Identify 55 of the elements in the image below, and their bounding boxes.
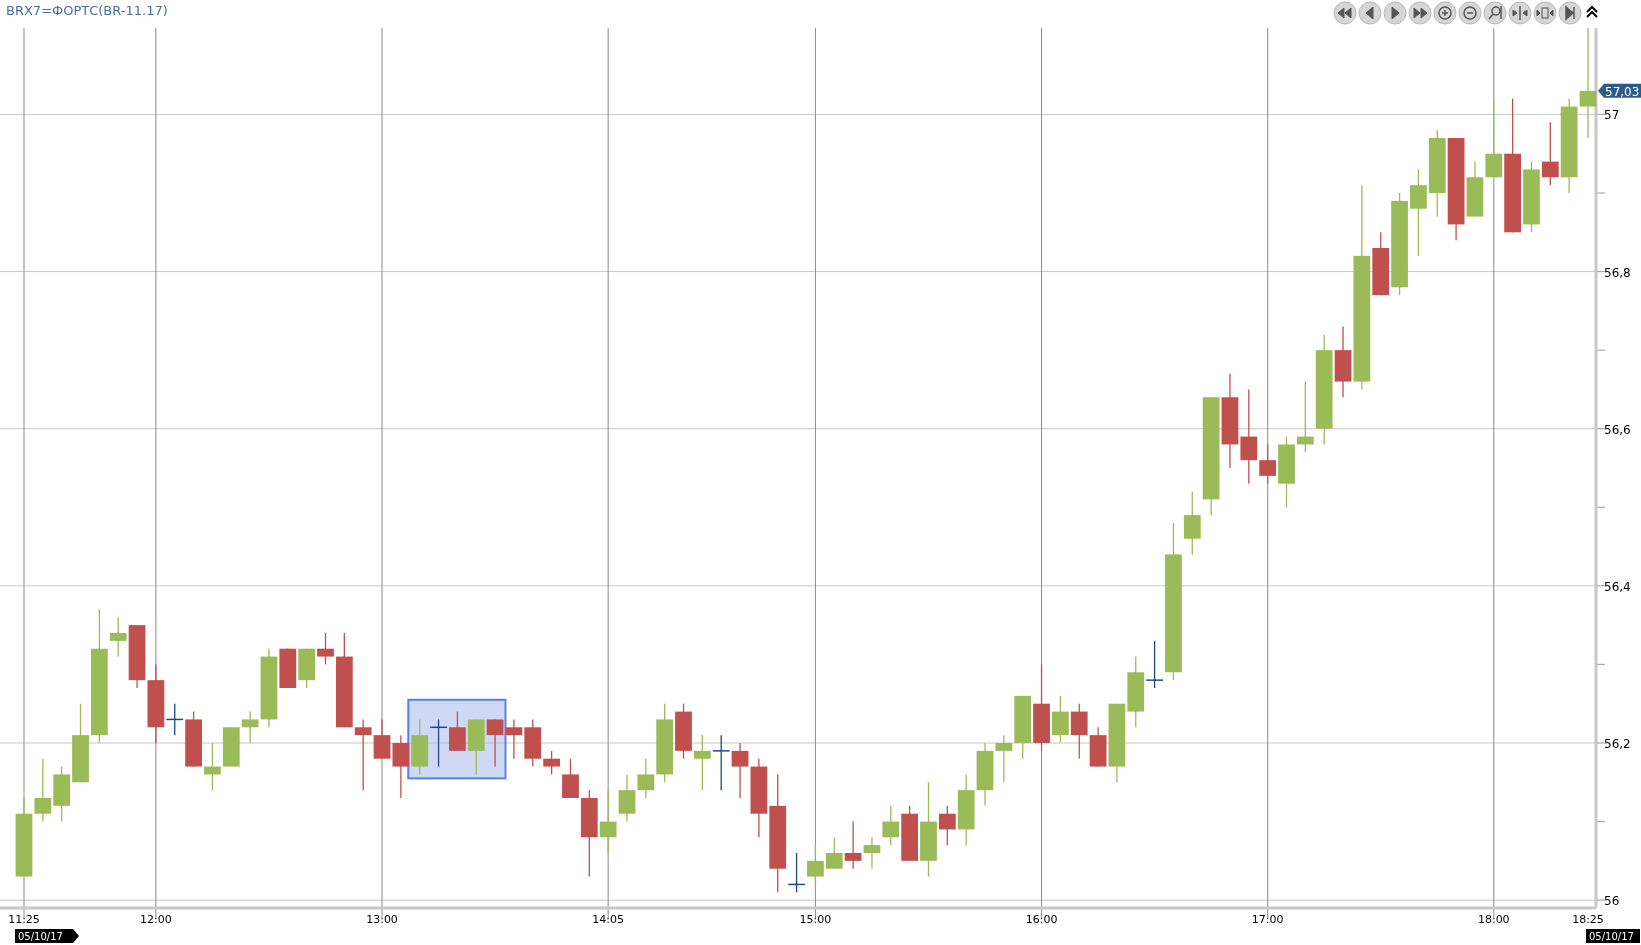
- candlestick: [995, 734, 1013, 783]
- candlestick: [392, 734, 410, 799]
- candlestick: [807, 844, 824, 886]
- candlestick: [543, 750, 560, 776]
- candlestick: [882, 805, 900, 846]
- y-tick-label: 56,8: [1604, 265, 1631, 280]
- y-tick-label: 57: [1604, 108, 1620, 123]
- candlestick: [1240, 388, 1258, 485]
- candlestick: [449, 710, 466, 752]
- x-tick-label: 17:00: [1251, 913, 1284, 926]
- candlestick: [1410, 168, 1427, 257]
- candlestick: [637, 758, 655, 799]
- candlestick: [863, 836, 881, 870]
- candlestick: [354, 718, 372, 791]
- candlestick: [693, 734, 711, 791]
- candlestick: [562, 758, 579, 799]
- candlestick: [486, 718, 504, 768]
- x-tick-label: 18:25: [1572, 913, 1604, 926]
- candlestick: [1052, 695, 1069, 744]
- candlestick: [712, 734, 731, 791]
- candlestick: [825, 836, 843, 870]
- x-tick-label: 11:25: [8, 913, 40, 926]
- y-tick-label: 56,2: [1604, 737, 1631, 751]
- x-tick-label: 12:00: [140, 913, 172, 926]
- candlestick: [1183, 490, 1201, 556]
- candlestick: [1070, 703, 1088, 760]
- y-tick-label: 56,4: [1604, 579, 1631, 594]
- candlestick: [241, 710, 259, 744]
- y-tick-label: 56,6: [1604, 422, 1631, 437]
- chart-title: BRX7=ФОРТС(BR-11.17): [6, 3, 168, 18]
- candlestick: [1259, 443, 1277, 485]
- candlestick: [599, 789, 617, 854]
- candlestick: [34, 758, 52, 823]
- x-tick-label: 14:05: [592, 913, 624, 926]
- candlestick: [1145, 640, 1164, 689]
- x-tick-label: 16:00: [1025, 913, 1058, 926]
- candlestick: [1541, 121, 1559, 186]
- candlestick: [109, 616, 127, 658]
- candlestick: [204, 742, 221, 791]
- candlestick: [373, 718, 391, 760]
- candlestick: [731, 742, 749, 799]
- candlestick: [1485, 98, 1503, 178]
- x-tick-label: 18:00: [1477, 913, 1510, 926]
- x-tick-label: 13:00: [366, 913, 398, 926]
- text: 57,03: [1605, 84, 1640, 99]
- candlestick: [938, 805, 956, 846]
- candlestick: [618, 773, 636, 823]
- candlestick: [844, 820, 862, 870]
- y-tick-label: 56: [1604, 894, 1620, 909]
- candlestick: [1296, 380, 1314, 453]
- candlestick: [505, 718, 523, 760]
- x-tick-label: 15:00: [799, 913, 832, 926]
- text: 05/10/17: [1589, 931, 1634, 942]
- text: 05/10/17: [18, 931, 63, 942]
- candlestick: [317, 632, 334, 666]
